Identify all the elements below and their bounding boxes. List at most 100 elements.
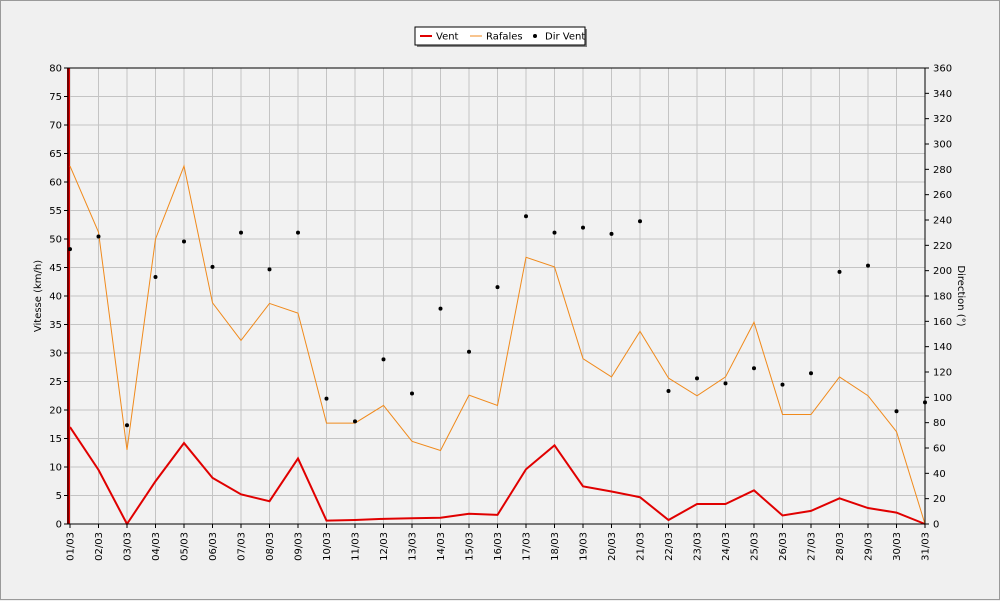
- x-tick-label: 09/03: [294, 532, 305, 561]
- legend-label-vent: Vent: [436, 32, 459, 43]
- y-tick-label: 10: [49, 463, 62, 474]
- series-point-dir-vent: [182, 239, 186, 244]
- series-line-vent: [69, 426, 926, 526]
- series-point-dir-vent: [210, 264, 215, 269]
- y-tick-label: 35: [49, 320, 62, 331]
- grid: [68, 67, 926, 525]
- series-point-dir-vent: [467, 349, 471, 354]
- y2-tick-label: 200: [933, 266, 952, 277]
- x-tick-label: 27/03: [807, 532, 818, 561]
- x-tick-label: 14/03: [436, 532, 447, 561]
- y-tick-label: 25: [49, 377, 62, 388]
- y-tick-label: 50: [49, 235, 62, 246]
- y-tick-label: 75: [49, 92, 62, 103]
- y-tick-label: 45: [49, 263, 62, 274]
- y2-tick-label: 20: [933, 494, 946, 505]
- x-tick-label: 26/03: [778, 532, 789, 561]
- series-point-dir-vent: [239, 230, 243, 235]
- x-tick-label: 19/03: [579, 532, 590, 561]
- series-point-dir-vent: [381, 357, 386, 362]
- x-tick-label: 04/03: [151, 532, 162, 561]
- y2-tick-label: 280: [933, 165, 952, 176]
- y2-tick-label: 360: [933, 64, 952, 75]
- series-point-dir-vent: [752, 366, 756, 371]
- y2-tick-label: 120: [933, 368, 952, 379]
- x-tick-label: 08/03: [265, 532, 276, 561]
- series-point-dir-vent: [581, 225, 585, 230]
- legend-label-dir-vent: Dir Vent: [545, 32, 585, 43]
- y2-tick-label: 140: [933, 342, 952, 353]
- y-tick-label: 55: [49, 206, 62, 217]
- series-point-dir-vent: [809, 371, 813, 376]
- x-tick-label: 06/03: [208, 532, 219, 561]
- x-tick-label: 23/03: [693, 532, 704, 561]
- x-tick-label: 16/03: [493, 532, 504, 561]
- y-tick-label: 80: [49, 64, 62, 75]
- series-point-dir-vent: [695, 376, 699, 381]
- y-tick-label: 60: [49, 178, 62, 189]
- series-point-dir-vent: [638, 219, 642, 224]
- x-tick-label: 30/03: [892, 532, 903, 561]
- x-tick-label: 22/03: [664, 532, 675, 561]
- series-point-dir-vent: [410, 391, 414, 396]
- y2-tick-label: 60: [933, 444, 946, 455]
- x-tick-label: 13/03: [408, 532, 419, 561]
- y-tick-label: 30: [49, 349, 62, 360]
- series-point-dir-vent: [125, 423, 129, 428]
- y2-tick-label: 0: [933, 520, 939, 531]
- series-point-dir-vent: [837, 269, 842, 274]
- series-point-dir-vent: [68, 247, 72, 252]
- series-line-rafales: [69, 164, 926, 525]
- x-tick-label: 29/03: [864, 532, 875, 561]
- y2-tick-label: 340: [933, 89, 952, 100]
- x-tick-label: 02/03: [94, 532, 105, 561]
- y-axis-title: Vitesse (km/h): [33, 260, 44, 332]
- x-tick-label: 10/03: [322, 532, 333, 561]
- x-tick-label: 24/03: [721, 532, 732, 561]
- y2-axis-title: Direction (°): [955, 265, 966, 326]
- y2-tick-label: 300: [933, 140, 952, 151]
- legend-swatch-dir-vent: [533, 34, 537, 38]
- y2-tick-label: 80: [933, 418, 946, 429]
- legend-box: [414, 26, 586, 46]
- legend: Vent Rafales Dir Vent: [414, 26, 587, 47]
- x-tick-label: 21/03: [636, 532, 647, 561]
- series-point-dir-vent: [438, 306, 443, 311]
- y-tick-label: 15: [49, 434, 62, 445]
- y2-tick-label: 260: [933, 190, 952, 201]
- x-tick-label: 03/03: [123, 532, 134, 561]
- series-point-dir-vent: [324, 396, 329, 401]
- x-tick-label: 07/03: [237, 532, 248, 561]
- series-point-dir-vent: [552, 230, 557, 235]
- y2-tick-label: 240: [933, 216, 952, 227]
- series-point-dir-vent: [267, 267, 272, 272]
- x-tick-label: 20/03: [607, 532, 618, 561]
- series-point-dir-vent: [894, 409, 899, 414]
- series-point-dir-vent: [609, 231, 614, 236]
- y-tick-label: 40: [49, 292, 62, 303]
- series-point-dir-vent: [866, 263, 870, 268]
- series-point-dir-vent: [495, 285, 500, 290]
- x-tick-label: 18/03: [550, 532, 561, 561]
- y2-tick-label: 160: [933, 317, 952, 328]
- y-tick-label: 70: [49, 121, 62, 132]
- y2-tick-label: 100: [933, 393, 952, 404]
- x-tick-label: 31/03: [921, 532, 932, 561]
- y2-tick-label: 180: [933, 292, 952, 303]
- x-tick-label: 05/03: [180, 532, 191, 561]
- x-tick-label: 17/03: [522, 532, 533, 561]
- y-tick-label: 65: [49, 149, 62, 160]
- series-point-dir-vent: [524, 214, 528, 219]
- axes: 0 5 10 15 20 25 30 35 40 45 50 55 60 65 70 75 80 0 20 40 60 8…: [49, 64, 952, 561]
- x-tick-label: 11/03: [351, 532, 362, 561]
- y-tick-label: 20: [49, 406, 62, 417]
- series-point-dir-vent: [780, 382, 785, 387]
- x-tick-label: 15/03: [465, 532, 476, 561]
- y2-tick-label: 320: [933, 114, 952, 125]
- x-tick-label: 25/03: [750, 532, 761, 561]
- x-tick-label: 28/03: [835, 532, 846, 561]
- series-point-dir-vent: [723, 381, 728, 386]
- legend-label-rafales: Rafales: [486, 32, 523, 43]
- x-tick-label: 12/03: [379, 532, 390, 561]
